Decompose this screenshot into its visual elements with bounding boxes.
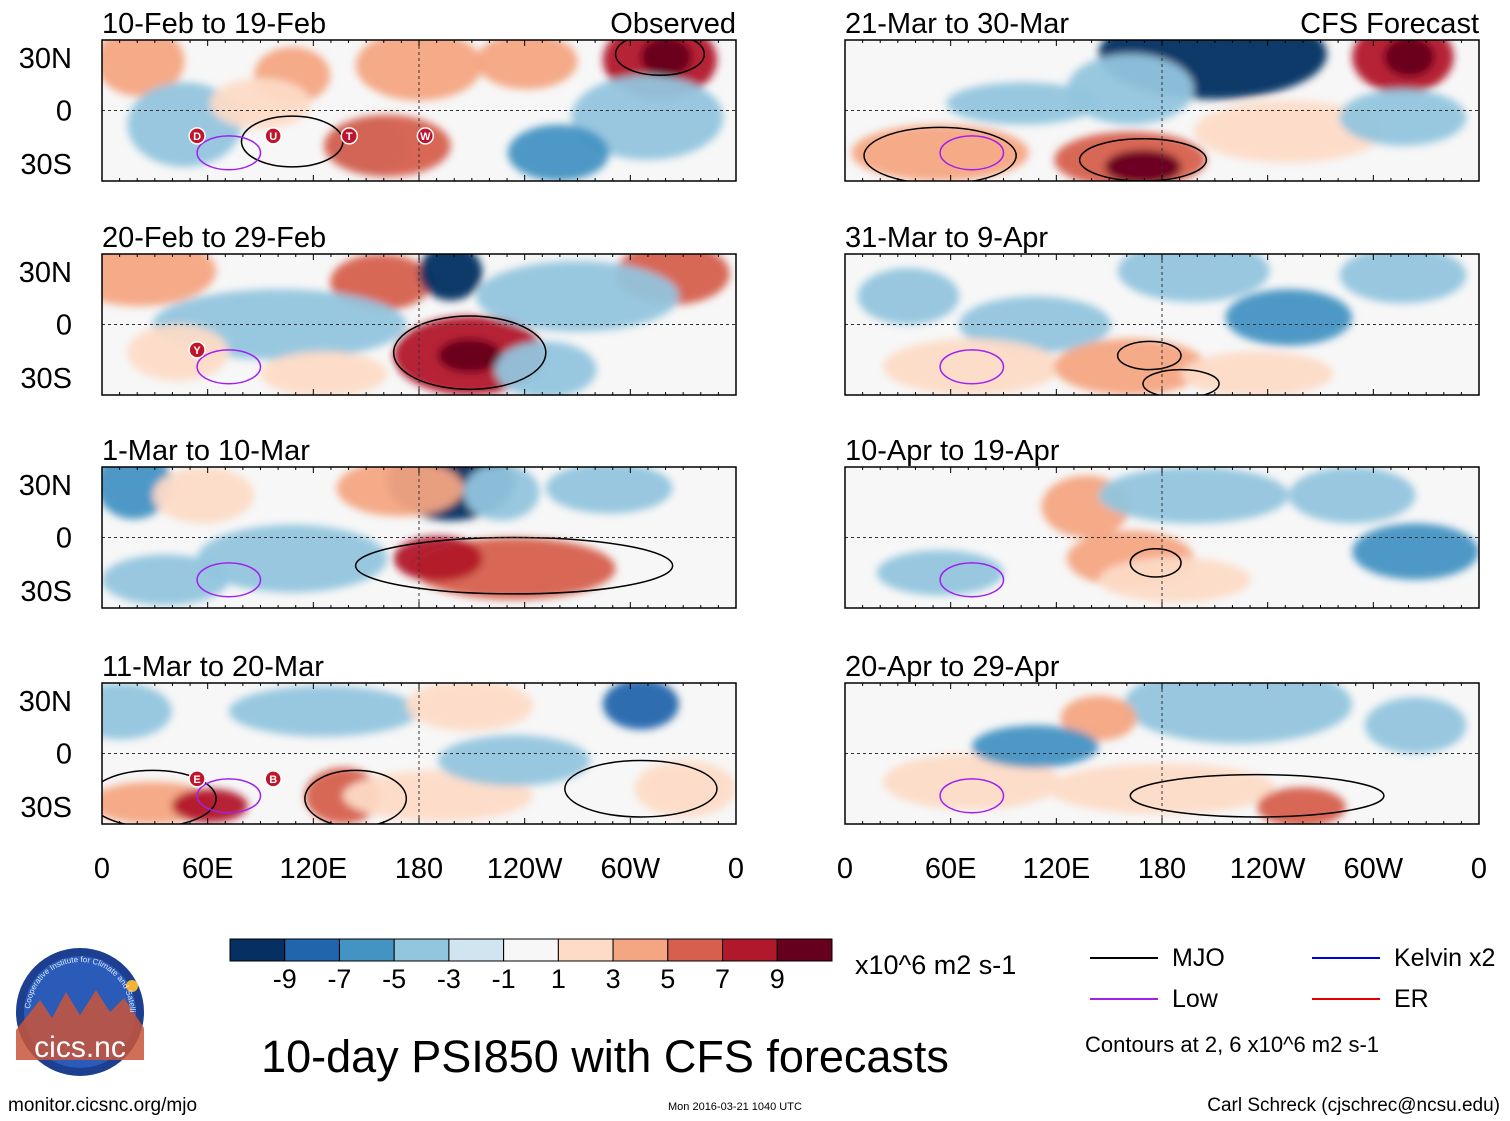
svg-text:W: W: [420, 131, 431, 143]
legend-note: Contours at 2, 6 x10^6 m2 s-1: [1085, 1032, 1379, 1057]
panel-1: 10-Feb to 19-Feb Observed D U T W: [101, 8, 737, 182]
panel-title: 21-Mar to 30-Mar: [845, 8, 1069, 40]
svg-text:Y: Y: [193, 345, 201, 357]
y-tick-label: 0: [56, 310, 72, 342]
legend-item: MJO: [1090, 944, 1225, 972]
y-tick-label: 30S: [20, 149, 72, 181]
x-tick-label: 0: [837, 853, 853, 885]
panel-7: 10-Apr to 19-Apr: [844, 435, 1480, 609]
y-tick-label: 30S: [20, 792, 72, 824]
legend-label: MJO: [1172, 944, 1225, 972]
footer-url[interactable]: monitor.cicsnc.org/mjo: [8, 1095, 198, 1116]
colorbar-swatch: [229, 938, 286, 962]
colorbar-swatch: [284, 938, 340, 962]
storm-marker: Y: [188, 341, 206, 359]
panel-title: 11-Mar to 20-Mar: [102, 651, 324, 683]
colorbar-swatch: [776, 938, 833, 962]
storm-marker: U: [264, 127, 282, 145]
colorbar-swatch: [612, 938, 669, 962]
svg-text:B: B: [269, 774, 277, 786]
colorbar-swatch: [338, 938, 395, 962]
x-tick-label: 120W: [487, 853, 563, 885]
panel-3: 1-Mar to 10-Mar: [101, 435, 737, 609]
panel-2: 20-Feb to 29-Feb Y: [101, 222, 737, 396]
svg-text:U: U: [269, 131, 277, 143]
legend-label: ER: [1394, 985, 1429, 1013]
svg-text:T: T: [346, 131, 353, 143]
y-tick-label: 0: [56, 523, 72, 555]
legend-item: Kelvin x2: [1312, 944, 1495, 972]
colorbar-tick-label: 5: [660, 964, 675, 994]
x-tick-label: 60W: [601, 853, 661, 885]
colorbar-swatch: [722, 938, 778, 962]
colorbar-swatch: [448, 938, 505, 962]
x-tick-label: 60W: [1344, 853, 1404, 885]
legend-label: Kelvin x2: [1394, 944, 1495, 972]
colorbar-swatch: [503, 938, 559, 962]
x-tick-label: 0: [94, 853, 110, 885]
x-tick-label: 120E: [1022, 853, 1090, 885]
y-tick-label: 30N: [19, 470, 72, 502]
panel-5: 21-Mar to 30-Mar CFS Forecast: [844, 8, 1480, 182]
y-tick-label: 0: [56, 739, 72, 771]
panel-kind-label: CFS Forecast: [1300, 8, 1479, 40]
panel-8: 20-Apr to 29-Apr: [844, 651, 1480, 825]
storm-marker: E: [188, 770, 206, 788]
panel-4: 11-Mar to 20-Mar E B: [101, 651, 737, 825]
x-tick-label: 180: [1138, 853, 1186, 885]
storm-marker: D: [188, 127, 206, 145]
legend: MJO Kelvin x2 Low ER Contours at 2, 6 x10^6 …: [1085, 944, 1495, 1057]
panel-title: 10-Feb to 19-Feb: [102, 8, 326, 40]
storm-marker: T: [340, 127, 359, 145]
svg-text:E: E: [193, 774, 200, 786]
legend-item: Low: [1090, 985, 1219, 1013]
y-tick-label: 30S: [20, 363, 72, 395]
colorbar-tick-label: 9: [770, 964, 785, 994]
x-tick-label: 120E: [279, 853, 347, 885]
colorbar-swatch: [667, 938, 724, 962]
colorbar-tick-label: -9: [273, 964, 297, 994]
x-tick-label: 60E: [925, 853, 977, 885]
panel-title: 1-Mar to 10-Mar: [102, 435, 310, 467]
panel-title: 10-Apr to 19-Apr: [845, 435, 1060, 467]
legend-item: ER: [1312, 985, 1429, 1013]
y-tick-label: 30N: [19, 257, 72, 289]
colorbar-tick-label: -1: [492, 964, 516, 994]
x-tick-label: 0: [1471, 853, 1487, 885]
footer-author[interactable]: Carl Schreck (cjschrec@ncsu.edu): [1207, 1095, 1500, 1116]
colorbar-tick-label: -3: [437, 964, 461, 994]
figure-title: 10-day PSI850 with CFS forecasts: [261, 1031, 949, 1082]
panel-title: 31-Mar to 9-Apr: [845, 222, 1048, 254]
colorbar: -9 -7 -5 -3 -1 1 3 5 7 9 x10^6 m2 s-1: [229, 938, 1016, 994]
legend-label: Low: [1172, 985, 1219, 1013]
colorbar-tick-label: 1: [551, 964, 566, 994]
panel-title: 20-Feb to 29-Feb: [102, 222, 326, 254]
storm-marker: B: [264, 770, 282, 788]
panel-title: 20-Apr to 29-Apr: [845, 651, 1060, 683]
y-tick-label: 0: [56, 96, 72, 128]
y-tick-label: 30N: [19, 43, 72, 75]
storm-marker: W: [416, 127, 435, 145]
colorbar-tick-label: 3: [606, 964, 621, 994]
x-tick-label: 0: [728, 853, 744, 885]
panel-6: 31-Mar to 9-Apr: [844, 222, 1480, 396]
y-tick-label: 30S: [20, 576, 72, 608]
x-tick-label: 180: [395, 853, 443, 885]
panel-kind-label: Observed: [610, 8, 736, 40]
colorbar-tick-label: -7: [327, 964, 351, 994]
colorbar-swatch: [393, 938, 450, 962]
colorbar-swatch: [557, 938, 614, 962]
logo-text: cics.nc: [34, 1031, 126, 1064]
y-tick-label: 30N: [19, 686, 72, 718]
x-tick-label: 120W: [1230, 853, 1306, 885]
colorbar-tick-label: -5: [382, 964, 406, 994]
svg-text:D: D: [193, 131, 201, 143]
colorbar-units: x10^6 m2 s-1: [855, 950, 1016, 980]
footer-timestamp: Mon 2016-03-21 1040 UTC: [668, 1101, 802, 1113]
colorbar-tick-label: 7: [715, 964, 730, 994]
x-tick-label: 60E: [182, 853, 234, 885]
